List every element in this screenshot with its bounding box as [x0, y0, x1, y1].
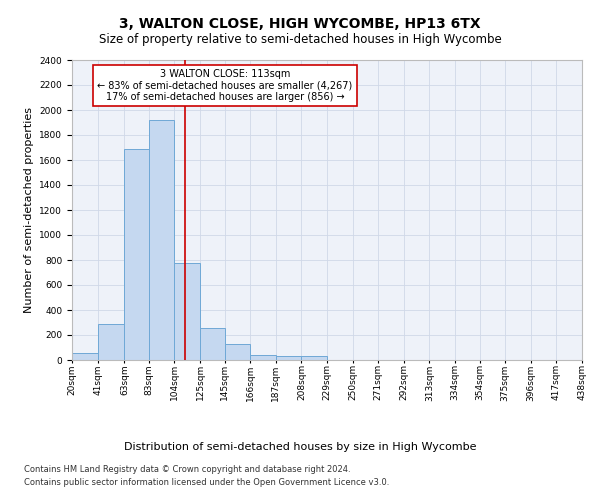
Bar [124, 149, 149, 360]
Text: Distribution of semi-detached houses by size in High Wycombe: Distribution of semi-detached houses by … [124, 442, 476, 452]
Text: 3, WALTON CLOSE, HIGH WYCOMBE, HP13 6TX: 3, WALTON CLOSE, HIGH WYCOMBE, HP13 6TX [119, 18, 481, 32]
Text: Size of property relative to semi-detached houses in High Wycombe: Size of property relative to semi-detach… [98, 32, 502, 46]
Bar [250, 355, 276, 360]
Text: Contains HM Land Registry data © Crown copyright and database right 2024.: Contains HM Land Registry data © Crown c… [24, 466, 350, 474]
Text: 3 WALTON CLOSE: 113sqm
← 83% of semi-detached houses are smaller (4,267)
17% of : 3 WALTON CLOSE: 113sqm ← 83% of semi-det… [97, 69, 353, 102]
Text: Contains public sector information licensed under the Open Government Licence v3: Contains public sector information licen… [24, 478, 389, 487]
Bar [200, 328, 224, 360]
Bar [276, 356, 301, 360]
Bar [301, 356, 327, 360]
Bar [149, 120, 175, 360]
Bar [98, 324, 124, 360]
Bar [224, 344, 250, 360]
Bar [72, 352, 98, 360]
Y-axis label: Number of semi-detached properties: Number of semi-detached properties [24, 107, 34, 313]
Bar [175, 262, 200, 360]
